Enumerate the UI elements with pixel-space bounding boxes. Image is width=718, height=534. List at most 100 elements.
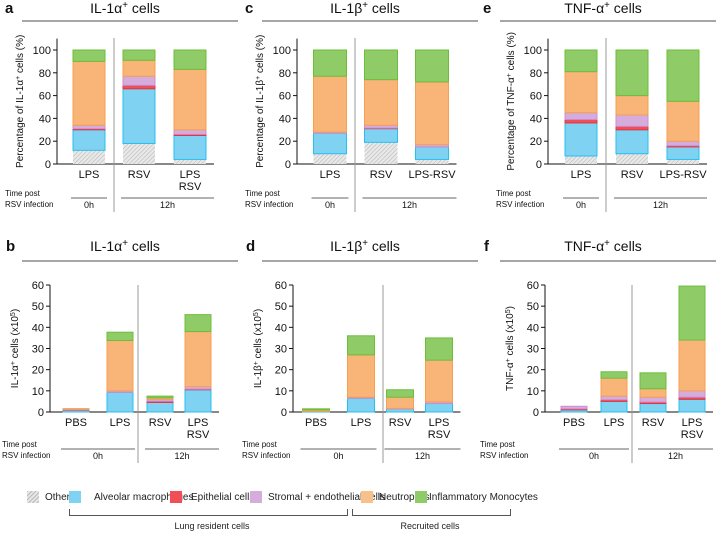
bar-segment-alveolar-macrophages <box>425 403 453 413</box>
bar-segment-neutrophils <box>639 388 667 398</box>
bar-segment-other <box>415 159 449 164</box>
y-tick-label: 100 <box>524 45 542 57</box>
y-tick-label: 50 <box>32 301 44 313</box>
y-axis-label: Percentage of IL-1β+ cells (%) <box>255 35 267 168</box>
bar-segment-stromal-endothelial-cells <box>600 395 628 401</box>
bar-segment-neutrophils <box>72 60 106 126</box>
legend-label: Inflammatory Monocytes <box>429 491 538 503</box>
superscript: + <box>255 76 262 80</box>
bracket-recruited <box>352 509 511 516</box>
bar-segment-neutrophils <box>347 354 375 398</box>
group-label-lung-resident: Lung resident cells <box>174 521 250 531</box>
legend-label: Neutrophils <box>379 491 430 503</box>
y-tick-label: 0 <box>281 407 287 419</box>
y-tick-label: 20 <box>275 365 287 377</box>
panel-letter: e <box>483 0 491 17</box>
time-post-label: Time post <box>245 189 281 198</box>
bar-segment-epithelial-cells <box>122 84 156 90</box>
legend-item-neutrophils: Neutrophils <box>361 490 430 504</box>
bar-segment-neutrophils <box>386 396 414 409</box>
bar-segment-stromal-endothelial-cells <box>666 140 700 147</box>
legend-label: Other <box>45 491 71 503</box>
bar-segment-neutrophils <box>564 71 598 114</box>
text-segment: ) <box>253 309 264 312</box>
x-tick-label: LPS <box>571 169 592 181</box>
x-tick-label: RSV <box>179 181 202 193</box>
x-tick-label: LPS <box>604 417 625 429</box>
chart-title: TNF-α+ cells <box>564 238 642 255</box>
time-post-label: Time post <box>496 189 532 198</box>
x-tick-label: LPS <box>682 417 703 429</box>
bar-segment-alveolar-macrophages <box>106 391 134 413</box>
x-tick-label: RSV <box>621 169 644 181</box>
time-group-label: 12h <box>402 200 417 210</box>
y-tick-label: 100 <box>33 45 51 57</box>
y-tick-label: 60 <box>39 91 51 103</box>
y-tick-label: 80 <box>39 68 51 80</box>
superscript: + <box>604 0 610 11</box>
bar-segment-alveolar-macrophages <box>666 146 700 160</box>
legend-label: Alveolar macrophages <box>94 491 194 503</box>
text-segment: cells (%) <box>255 35 266 76</box>
bar-segment-inflammatory-monocytes <box>302 408 330 411</box>
legend-swatch <box>361 491 373 503</box>
y-tick-label: 30 <box>275 344 287 356</box>
bar-segment-stromal-endothelial-cells <box>173 129 207 135</box>
y-tick-label: 10 <box>32 386 44 398</box>
bar-segment-alveolar-macrophages <box>72 129 106 151</box>
text-segment: IL-1α <box>90 238 122 254</box>
superscript: + <box>253 361 260 365</box>
x-tick-label: RSV <box>389 417 412 429</box>
panel-letter: b <box>6 238 15 255</box>
y-tick-label: 20 <box>39 136 51 148</box>
stacked-bar-lps <box>106 331 134 413</box>
y-tick-label: 10 <box>527 386 539 398</box>
legend-label: Stromal + endothelial cells <box>268 491 386 503</box>
rsv-infection-label: RSV infection <box>242 451 290 460</box>
bar-segment-neutrophils <box>666 100 700 142</box>
x-tick-label: LPS <box>180 169 201 181</box>
x-tick-label: LPS <box>188 417 209 429</box>
time-group-label: 12h <box>160 200 175 210</box>
text-segment: cells (%) <box>506 32 517 73</box>
stacked-bar-lps <box>600 371 628 413</box>
y-tick-label: 0 <box>285 159 291 171</box>
bar-segment-other <box>616 153 648 164</box>
y-tick-label: 20 <box>279 136 291 148</box>
time-group-label: 12h <box>174 451 189 461</box>
y-tick-label: 40 <box>275 322 287 334</box>
text-segment: TNF-α <box>564 238 604 254</box>
bar-segment-other <box>123 143 155 164</box>
time-group-label: 12h <box>668 451 683 461</box>
superscript: + <box>604 238 610 249</box>
time-group-label: 12h <box>415 451 430 461</box>
y-tick-label: 50 <box>275 301 287 313</box>
bar-segment-alveolar-macrophages <box>313 132 347 155</box>
text-segment: TNF-α <box>505 362 516 391</box>
y-tick-label: 100 <box>273 45 291 57</box>
panel-letter: d <box>246 238 255 255</box>
time-post-label: Time post <box>5 189 41 198</box>
y-tick-label: 60 <box>279 91 291 103</box>
time-group-label: 0h <box>84 200 94 210</box>
superscript: + <box>122 0 128 11</box>
y-tick-label: 40 <box>530 113 542 125</box>
panel-letter: c <box>245 0 253 17</box>
y-tick-label: 30 <box>32 344 44 356</box>
x-tick-label: RSV <box>428 429 451 441</box>
bar-segment-alveolar-macrophages <box>122 88 156 144</box>
bar-segment-other <box>667 159 699 164</box>
time-post-label: Time post <box>480 440 516 449</box>
bar-segment-inflammatory-monocytes <box>666 49 700 102</box>
bar-segment-alveolar-macrophages <box>564 122 598 157</box>
bar-segment-alveolar-macrophages <box>184 389 212 413</box>
text-segment: cells (x10 <box>253 316 264 361</box>
stacked-bar-pbs <box>302 408 330 413</box>
bar-segment-alveolar-macrophages <box>415 146 449 160</box>
text-segment: IL-1β <box>330 0 362 16</box>
bar-segment-inflammatory-monocytes <box>564 49 598 73</box>
text-segment: IL-1α <box>10 365 21 388</box>
bar-segment-neutrophils <box>122 59 156 77</box>
